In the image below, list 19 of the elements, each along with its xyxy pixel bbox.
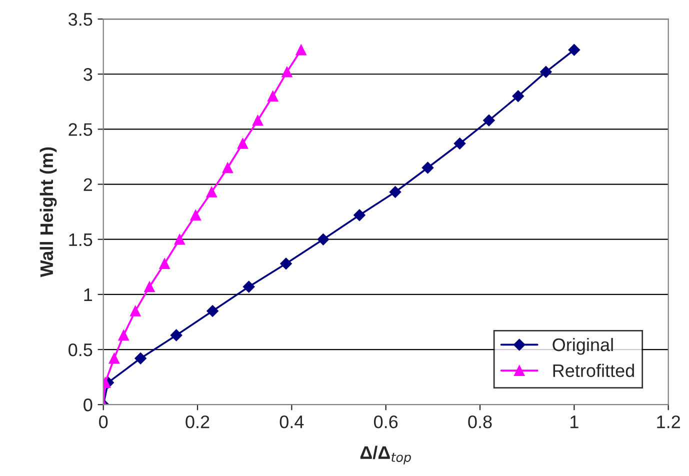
x-axis-title: Δ/Δ$_{top}$ xyxy=(360,446,411,464)
x-tick-label: 1.2 xyxy=(657,415,680,428)
x-tick-label: 0.6 xyxy=(374,415,398,428)
y-tick-label: 0 xyxy=(84,398,92,412)
y-axis-title: Wall Height (m) xyxy=(40,147,57,278)
y-tick-label: 3.5 xyxy=(68,12,92,26)
x-tick-label: 1 xyxy=(570,416,578,428)
x-tick-label: 0 xyxy=(99,415,108,428)
y-tick-label: 3 xyxy=(84,68,92,81)
x-tick-label: 0.2 xyxy=(186,415,210,428)
y-tick-label: 1 xyxy=(84,288,92,301)
legend-label: Retrofitted xyxy=(553,364,634,378)
x-tick-label: 0.8 xyxy=(468,415,492,428)
legend-label: Original xyxy=(552,338,613,355)
y-tick-label: 0.5 xyxy=(68,343,92,356)
y-tick-label: 2.5 xyxy=(68,123,92,136)
y-tick-label: 1.5 xyxy=(69,233,92,246)
y-tick-label: 2 xyxy=(84,178,92,191)
x-tick-label: 0.4 xyxy=(280,415,304,428)
